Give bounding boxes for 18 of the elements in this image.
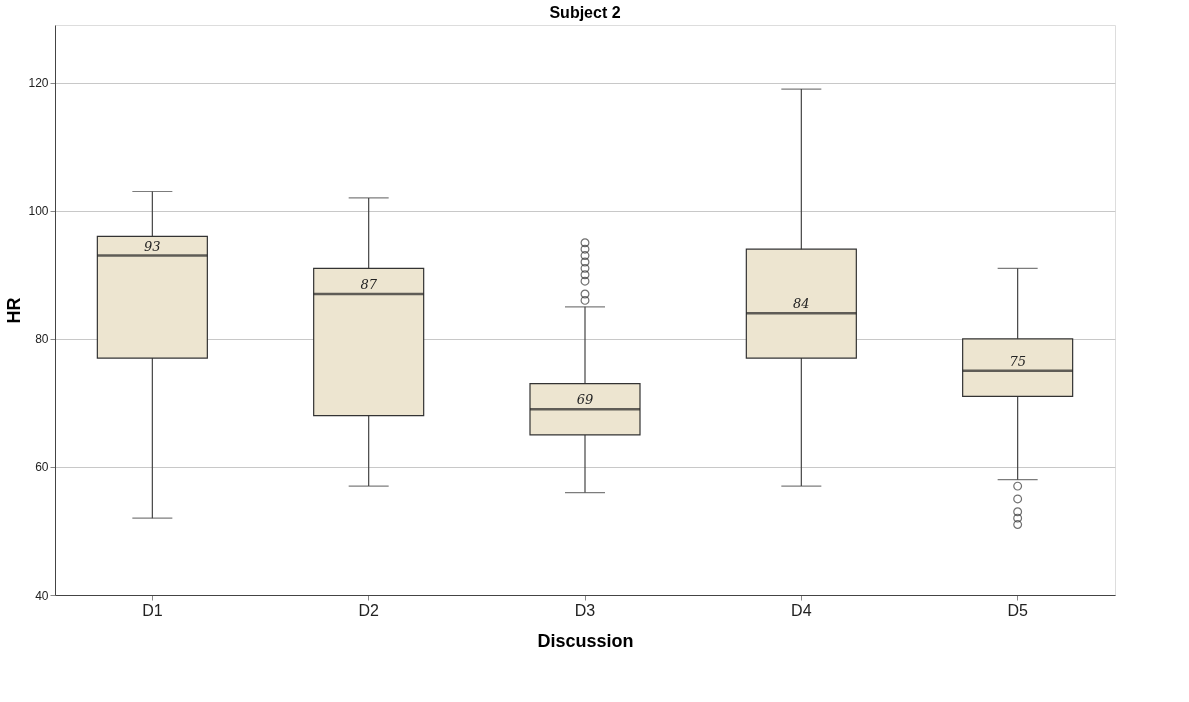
x-tick-label: D5 bbox=[1007, 601, 1028, 619]
annotation: 84 bbox=[793, 296, 810, 312]
x-tick-label: D2 bbox=[358, 601, 379, 619]
x-axis-title: Discussion bbox=[537, 630, 634, 651]
y-tick-label: 80 bbox=[35, 332, 49, 347]
annotation: 75 bbox=[1009, 353, 1026, 369]
x-tick-label: D3 bbox=[574, 601, 596, 619]
x-tick-label: D1 bbox=[142, 601, 163, 619]
annotation: 69 bbox=[576, 392, 594, 408]
y-tick-label: 40 bbox=[35, 588, 49, 603]
annotation: 93 bbox=[144, 238, 161, 254]
y-axis-title: HR bbox=[4, 297, 25, 324]
x-tick-label: D4 bbox=[791, 601, 812, 619]
y-tick-label: 60 bbox=[35, 460, 49, 475]
y-tick-label: 120 bbox=[28, 76, 49, 91]
chart-title: Subject 2 bbox=[549, 4, 621, 21]
annotation: 87 bbox=[360, 276, 378, 292]
y-tick-label: 100 bbox=[28, 204, 49, 219]
